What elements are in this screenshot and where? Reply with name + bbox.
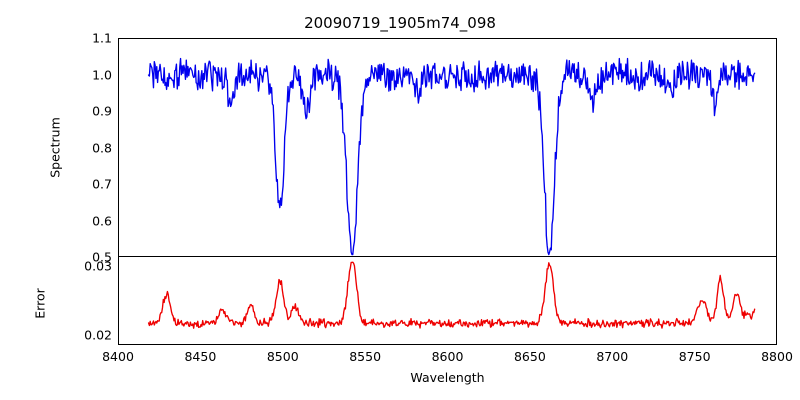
y-tick-label: 0.03 [84, 258, 112, 274]
y-tick-mark-right [776, 76, 777, 77]
x-tick-mark [449, 344, 450, 345]
x-tick-label: 8400 [102, 349, 134, 364]
error-y-tick-labels: 0.02 0.03 [68, 256, 112, 345]
x-tick-label: 8700 [596, 349, 629, 364]
x-tick-mark [201, 344, 202, 345]
y-tick-mark [118, 185, 119, 186]
x-tick-label: 8550 [349, 349, 382, 364]
x-tick-labels: 8400 8450 8500 8550 8600 8650 8700 8750 8800 [102, 349, 793, 369]
x-tick-mark [613, 38, 614, 39]
y-tick-mark [118, 267, 119, 268]
spectrum-panel [118, 38, 777, 257]
error-axis-title: Error [32, 288, 48, 319]
x-tick-mark-top [696, 256, 697, 257]
x-tick-mark [366, 38, 367, 39]
y-tick-mark-right [776, 112, 777, 113]
x-tick-mark-top [119, 256, 120, 257]
error-line [149, 262, 755, 328]
x-tick-mark-top [531, 256, 532, 257]
spectrum-axis-title: Spectrum [47, 117, 63, 178]
x-axis-title: Wavelength [410, 370, 485, 385]
x-tick-mark-top [366, 256, 367, 257]
y-tick-label: 1.0 [92, 67, 112, 82]
spectrum-y-tick-labels: 0.5 0.6 0.7 0.8 0.9 1.0 1.1 [68, 31, 112, 265]
figure-title: 20090719_1905m74_098 [304, 14, 496, 32]
error-plot-area [119, 257, 776, 344]
x-tick-mark-top [201, 256, 202, 257]
y-tick-label: 0.02 [84, 327, 112, 343]
x-tick-mark [201, 38, 202, 39]
y-tick-mark [118, 222, 119, 223]
y-tick-mark [118, 336, 119, 337]
x-tick-label: 8650 [513, 349, 546, 364]
x-tick-mark [366, 344, 367, 345]
y-tick-mark-right [776, 185, 777, 186]
x-tick-mark-top [284, 256, 285, 257]
y-tick-mark-right [776, 267, 777, 268]
x-tick-mark [284, 38, 285, 39]
error-panel [118, 256, 777, 345]
y-tick-mark-right [776, 222, 777, 223]
x-tick-mark-top [613, 256, 614, 257]
x-tick-mark [531, 344, 532, 345]
x-tick-label: 8800 [761, 349, 793, 364]
x-tick-mark [696, 344, 697, 345]
y-tick-label: 0.5 [92, 249, 112, 265]
y-tick-label: 0.8 [92, 140, 112, 155]
y-tick-mark [118, 149, 119, 150]
y-tick-mark [118, 76, 119, 77]
spectrum-line [149, 59, 755, 255]
spectrum-plot-area [119, 39, 776, 256]
y-tick-mark [118, 39, 119, 40]
y-tick-mark [118, 112, 119, 113]
x-tick-mark [613, 344, 614, 345]
y-tick-mark-right [776, 149, 777, 150]
x-tick-label: 8750 [678, 349, 711, 364]
y-tick-label: 0.7 [92, 176, 112, 192]
y-tick-label: 1.1 [92, 30, 112, 46]
x-tick-label: 8600 [431, 349, 464, 364]
y-tick-label: 0.9 [92, 103, 112, 119]
x-tick-mark [449, 38, 450, 39]
y-tick-label: 0.6 [92, 213, 112, 228]
x-tick-mark [531, 38, 532, 39]
x-tick-mark-top [449, 256, 450, 257]
x-tick-label: 8450 [184, 349, 217, 364]
y-tick-mark-right [776, 336, 777, 337]
x-tick-label: 8500 [266, 349, 299, 364]
y-tick-mark-right [776, 39, 777, 40]
x-tick-mark [119, 38, 120, 39]
x-tick-mark [696, 38, 697, 39]
x-tick-mark [119, 344, 120, 345]
x-tick-mark [284, 344, 285, 345]
